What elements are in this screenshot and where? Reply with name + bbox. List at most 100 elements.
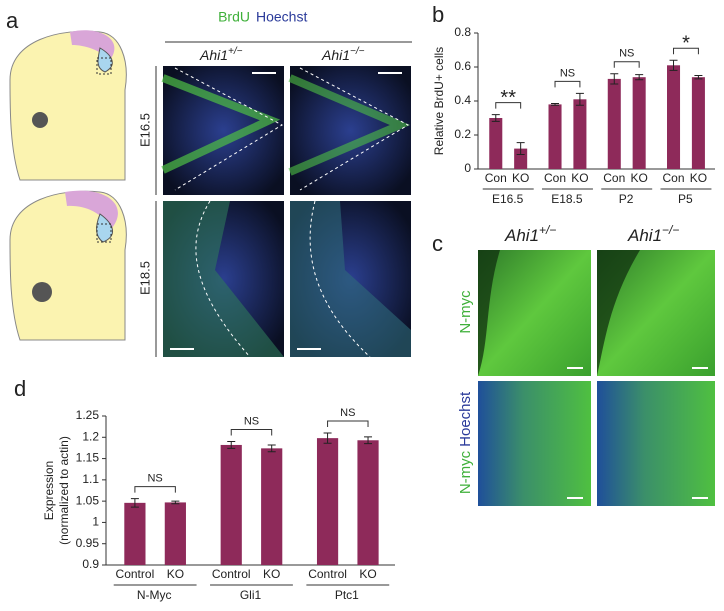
y-tick-label: 0.4 (454, 93, 471, 107)
gene: Ahi1 (321, 47, 350, 63)
x-tick-label: Control (212, 567, 251, 581)
significance-label: NS (340, 407, 355, 419)
panel-letter: c (432, 231, 443, 256)
error-bar (130, 498, 139, 508)
signal (161, 74, 281, 174)
signal (290, 201, 411, 357)
error-bar (491, 114, 500, 122)
y-tick-label: 1.1 (82, 472, 99, 486)
micrograph (597, 381, 715, 506)
significance-bracket (230, 429, 273, 436)
x-tick-label: Con (544, 171, 566, 185)
row-label: E18.5 (137, 261, 152, 295)
error-bar (669, 59, 678, 71)
micrograph (478, 250, 591, 376)
micrographs (161, 66, 411, 358)
group-label: Gli1 (240, 588, 262, 602)
error-bar (516, 142, 525, 156)
genotype-sup: +/− (539, 223, 556, 237)
y-axis-label: Expression (42, 461, 56, 520)
embryo-cartoon (9, 30, 127, 341)
shade (478, 250, 500, 376)
bar (220, 444, 242, 565)
group-label: P2 (619, 192, 634, 206)
group-label: N-Myc (137, 588, 172, 602)
significance-bracket (327, 420, 369, 428)
significance-bracket (673, 47, 699, 55)
bar (667, 65, 681, 169)
genotype: Ahi1−/− (321, 46, 365, 63)
y-tick-label: 0.6 (454, 59, 471, 73)
gene: Ahi1 (504, 226, 539, 245)
stain-label: Hoechst (457, 391, 474, 447)
x-tick-label: Control (308, 567, 347, 581)
bar (316, 438, 339, 565)
group-label: E16.5 (492, 192, 524, 206)
error-bar (694, 75, 703, 80)
y-tick-label: 0 (464, 161, 471, 175)
error-bar (551, 103, 560, 106)
bar (691, 77, 705, 169)
genotype-sup: −/− (350, 46, 365, 57)
genotype-sup: −/− (662, 223, 679, 237)
bar (548, 104, 562, 169)
stain-label: BrdU (218, 9, 250, 25)
error-bar (364, 436, 373, 445)
stain-label: N-myc (457, 450, 474, 494)
bar (573, 99, 587, 169)
y-tick-label: 1.05 (76, 493, 100, 507)
x-tick-label: KO (512, 171, 529, 185)
x-tick-label: KO (359, 567, 376, 581)
significance-bracket (134, 486, 176, 493)
y-tick-label: 0.9 (82, 557, 99, 571)
bar (124, 502, 146, 565)
gene: Ahi1 (627, 226, 662, 245)
significance-label: NS (560, 67, 575, 79)
stain-label: Hoechst (256, 9, 307, 25)
boundary (195, 200, 251, 358)
bar (357, 440, 379, 565)
x-tick-label: Con (603, 171, 625, 185)
genotype: Ahi1+/− (504, 223, 556, 245)
error-bar (610, 73, 619, 85)
micrographs (478, 250, 715, 506)
error-bar (635, 74, 644, 81)
x-tick-label: Con (663, 171, 685, 185)
panel-letter: b (432, 2, 444, 27)
bar (489, 118, 503, 169)
x-tick-label: KO (630, 171, 647, 185)
error-bar (575, 92, 584, 106)
group-label: Ptc1 (335, 588, 359, 602)
boundary (174, 67, 284, 191)
y-tick-label: 1.25 (76, 408, 100, 422)
group-label: E18.5 (551, 192, 583, 206)
significance-label: NS (147, 472, 162, 484)
x-tick-label: KO (167, 567, 184, 581)
row-label: E16.5 (137, 113, 152, 147)
significance-bracket (495, 102, 522, 109)
y-tick-label: 0.8 (454, 25, 471, 39)
error-bar (267, 444, 276, 453)
genotype-sup: +/− (228, 46, 243, 57)
panel-letter: d (14, 376, 26, 401)
bar (261, 448, 283, 565)
x-tick-label: KO (571, 171, 588, 185)
y-tick-label: 1 (92, 515, 99, 529)
error-bar (227, 441, 236, 449)
row-label: N-myc (457, 290, 474, 334)
bar (632, 77, 646, 169)
genotype: Ahi1+/− (199, 46, 243, 63)
signal (288, 74, 411, 176)
significance-label: NS (244, 415, 259, 427)
significance-label: * (682, 32, 690, 54)
error-bar (171, 500, 180, 505)
x-tick-label: KO (263, 567, 280, 581)
x-tick-label: Control (116, 567, 155, 581)
signal (163, 201, 284, 357)
significance-label: ** (500, 87, 516, 109)
panel-letter: a (6, 8, 19, 33)
boundary (299, 67, 410, 191)
significance-bracket (613, 61, 640, 68)
charts: 0 0.2 0.4 0.6 0.8 Relative BrdU+ cells Con KO Co… (42, 25, 715, 602)
